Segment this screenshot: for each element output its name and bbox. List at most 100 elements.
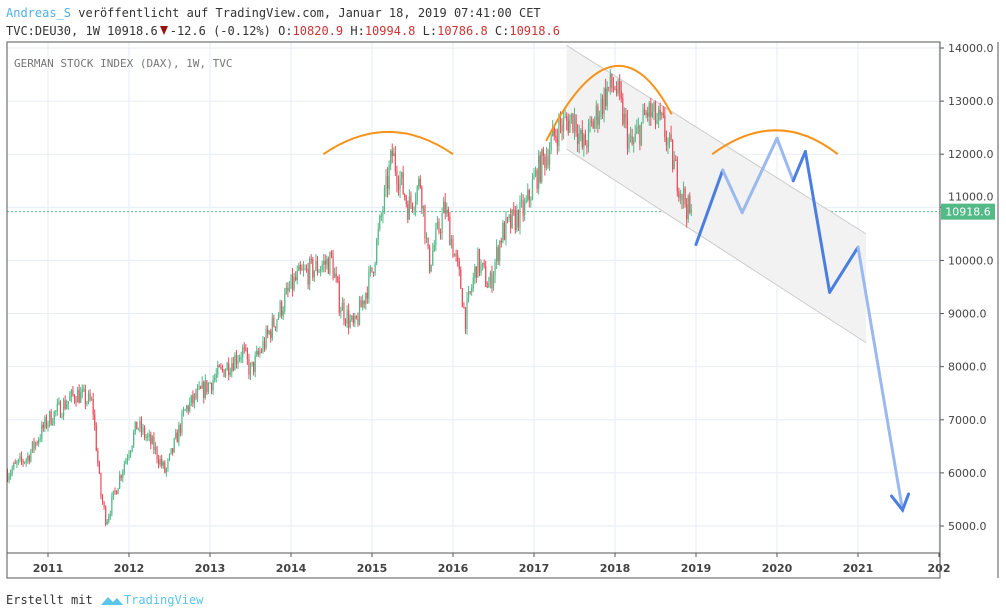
candle-body	[94, 414, 96, 426]
candle-body	[561, 125, 563, 132]
candle-body	[684, 188, 686, 205]
candle-body	[262, 341, 264, 352]
publish-info: Andreas_S veröffentlicht auf TradingView…	[6, 6, 541, 20]
candle-body	[522, 200, 524, 216]
candle-body	[608, 86, 610, 88]
candle-body	[385, 175, 387, 189]
candle-body	[165, 468, 167, 473]
candle-body	[634, 133, 636, 141]
candle-body	[516, 210, 518, 230]
candle-body	[69, 396, 71, 402]
candle-body	[101, 496, 104, 503]
tradingview-link[interactable]: TradingView	[123, 593, 204, 607]
candle-body	[92, 398, 94, 415]
candle-body	[502, 223, 504, 243]
open-label: O:	[278, 24, 293, 38]
candle-body	[89, 393, 91, 400]
x-tick-label: 2011	[33, 562, 64, 575]
candle-body	[485, 265, 487, 287]
candle-body	[587, 122, 590, 148]
candle-body	[251, 361, 253, 366]
x-tick-label: 2013	[195, 562, 226, 575]
projection-segment	[740, 136, 779, 215]
candle-body	[471, 288, 473, 292]
candle-body	[27, 455, 29, 460]
candle-body	[237, 360, 239, 364]
candle-body	[143, 427, 146, 438]
candle-body	[374, 263, 376, 273]
candle-body	[28, 455, 30, 462]
candle-body	[334, 273, 336, 278]
candle-body	[441, 213, 443, 234]
candle-body	[172, 448, 174, 453]
candle-body	[658, 109, 660, 120]
chart-title: GERMAN STOCK INDEX (DAX), 1W, TVC	[14, 57, 233, 70]
candle-body	[436, 222, 439, 229]
projection-segment	[828, 245, 860, 294]
candle-body	[555, 135, 557, 138]
candle-body	[594, 119, 596, 129]
candle-body	[651, 111, 653, 117]
x-tick-label: 2016	[438, 562, 469, 575]
candle-body	[650, 102, 652, 117]
candle-body	[408, 196, 410, 220]
candle-body	[254, 355, 256, 372]
candle-body	[435, 228, 437, 246]
candle-body	[285, 287, 287, 294]
candle-body	[668, 134, 671, 141]
candle-body	[315, 260, 317, 271]
candle-body	[411, 203, 414, 210]
candle-body	[81, 389, 83, 393]
candle-body	[622, 98, 624, 125]
candle-body	[66, 404, 68, 409]
candle-body	[235, 354, 238, 364]
candle-body	[681, 193, 683, 201]
candle-body	[628, 136, 630, 149]
candle-body	[429, 247, 431, 272]
candle-body	[281, 301, 283, 316]
x-tick-label: 2017	[519, 562, 550, 575]
candle-body	[354, 315, 356, 324]
candle-body	[562, 117, 565, 132]
candle-body	[307, 269, 309, 285]
author-link[interactable]: Andreas_S	[6, 6, 72, 20]
tradingview-logo-icon	[100, 597, 123, 605]
candle-body	[672, 140, 674, 170]
projection-segment	[803, 150, 832, 294]
candle-body	[112, 490, 115, 497]
candle-body	[223, 369, 225, 377]
candle-body	[20, 456, 23, 461]
candle-body	[59, 401, 62, 418]
candle-body	[14, 462, 16, 464]
candle-body	[193, 393, 196, 404]
candle-body	[605, 88, 607, 106]
close-value: 10918.6	[509, 24, 560, 38]
candle-body	[510, 215, 512, 228]
candle-body	[390, 150, 392, 166]
candle-body	[690, 210, 692, 213]
candle-body	[643, 109, 646, 115]
low-value: 10786.8	[437, 24, 488, 38]
candle-body	[567, 120, 569, 133]
candle-body	[399, 178, 401, 190]
candle-body	[8, 476, 10, 481]
candle-body	[268, 331, 270, 334]
candle-body	[547, 156, 549, 165]
candle-body	[276, 319, 278, 328]
candle-body	[386, 175, 389, 190]
candle-body	[341, 303, 344, 311]
candle-body	[176, 432, 178, 443]
candle-body	[506, 217, 509, 219]
candle-body	[231, 363, 233, 373]
candle-body	[581, 130, 583, 148]
candle-body	[517, 210, 520, 228]
candle-body	[291, 274, 294, 290]
candle-body	[469, 291, 471, 293]
y-tick-label: 5000.0	[948, 520, 987, 533]
candle-body	[486, 286, 488, 288]
candle-body	[530, 199, 532, 201]
x-tick-label: 2020	[762, 562, 793, 575]
low-label: L:	[422, 24, 438, 38]
candle-body	[492, 275, 495, 289]
